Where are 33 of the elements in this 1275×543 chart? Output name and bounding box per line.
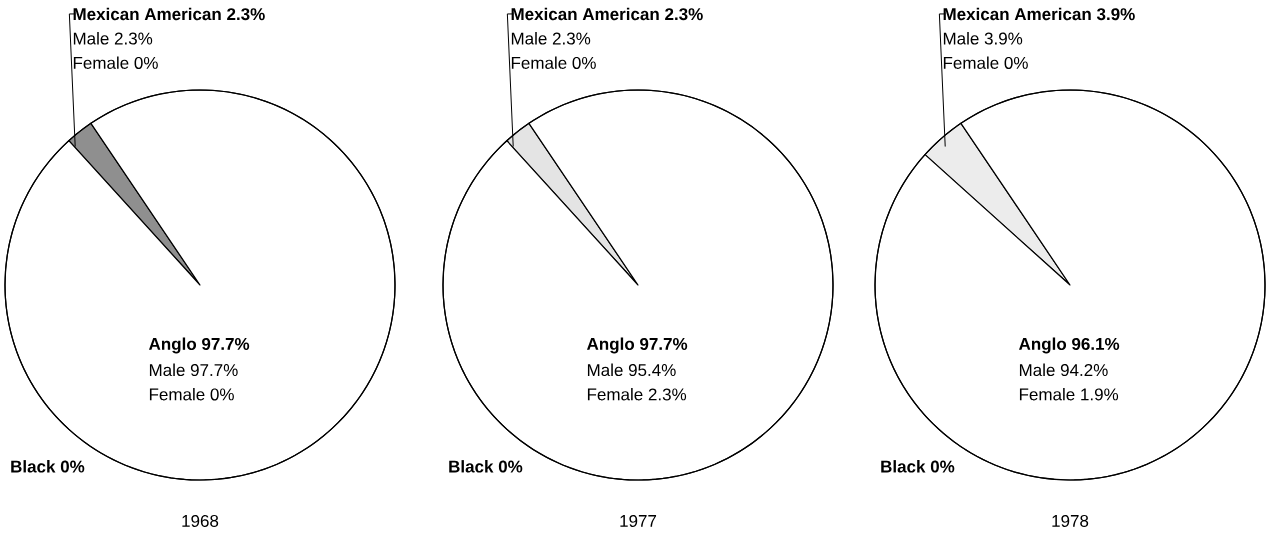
slice-label: Mexican American (511, 7, 659, 21)
data-label: 2.3% (227, 8, 265, 21)
slice-label: Mexican American (73, 7, 221, 21)
data-label: 96.1% (1072, 337, 1120, 350)
slice-label: Anglo (586, 337, 635, 354)
text: 1977 (620, 514, 657, 527)
text: Male 3.9% (943, 32, 1023, 45)
text: Male 2.3% (73, 32, 153, 45)
text: 0% (930, 460, 955, 473)
slice-label: Anglo (148, 337, 197, 354)
data-label: 97.7% (640, 337, 688, 350)
text: 1978 (1052, 514, 1089, 527)
data-label: 97.7% (202, 337, 250, 350)
text: 0% (498, 460, 523, 473)
text: Male 97.7% (149, 363, 238, 377)
slice-label: Anglo (1018, 337, 1067, 354)
category-label: Black (11, 460, 56, 473)
text: Female 0% (943, 56, 1028, 69)
text: Male 2.3% (511, 32, 591, 45)
text: Female 0% (149, 387, 234, 401)
text: 0% (60, 460, 85, 473)
text: Female 0% (511, 56, 596, 69)
text: Female 2.3% (587, 387, 687, 401)
text: Female 1.9% (1019, 387, 1119, 401)
slice-label: Mexican American (943, 7, 1091, 21)
category-label: Black (449, 460, 494, 473)
text: Male 94.2% (1019, 363, 1108, 377)
data-label: 2.3% (665, 8, 703, 21)
text: 1968 (182, 514, 219, 527)
category-label: Black (881, 460, 926, 473)
data-label: 3.9% (1096, 8, 1135, 21)
text: Male 95.4% (587, 363, 676, 377)
text: Female 0% (73, 56, 158, 69)
